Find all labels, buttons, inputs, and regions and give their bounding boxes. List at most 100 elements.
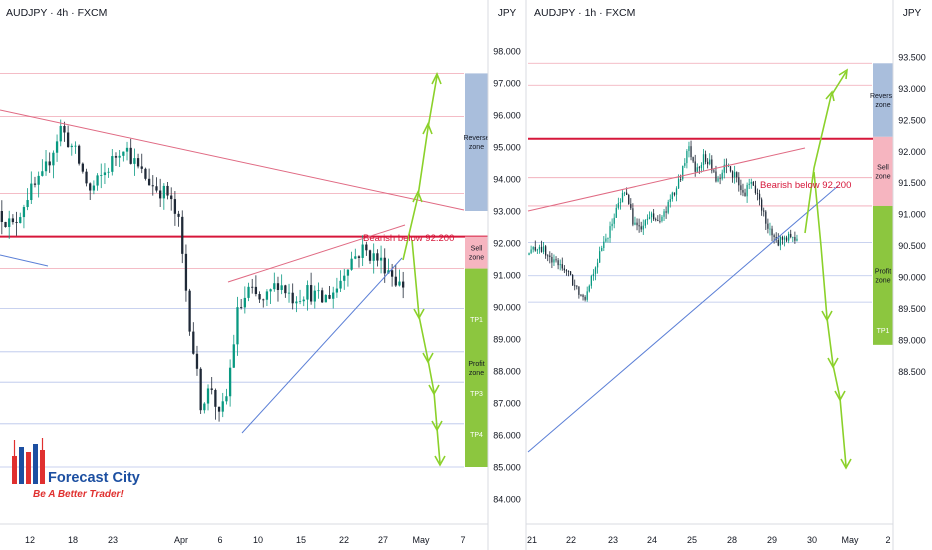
chart-title: AUDJPY · 4h · FXCM bbox=[6, 7, 107, 19]
candle bbox=[317, 282, 320, 299]
candle bbox=[129, 138, 132, 165]
y-tick-label: 86.000 bbox=[493, 431, 521, 441]
candle bbox=[295, 296, 298, 313]
candle bbox=[580, 294, 582, 297]
candle bbox=[744, 188, 746, 197]
candle bbox=[551, 252, 553, 269]
y-tick-label: 89.000 bbox=[898, 335, 926, 345]
candle bbox=[74, 141, 77, 154]
candle bbox=[368, 249, 372, 264]
arrowheads bbox=[412, 72, 446, 467]
candle bbox=[258, 291, 261, 304]
candle bbox=[107, 167, 110, 178]
candle bbox=[736, 171, 738, 183]
candle bbox=[240, 298, 243, 310]
candle bbox=[711, 155, 713, 174]
time-axis-1h[interactable]: 21 22 23 24 25 28 29 30 May 2 bbox=[526, 523, 893, 545]
x-tick-label: 27 bbox=[378, 535, 388, 545]
candle bbox=[26, 188, 29, 211]
zone-label: zone bbox=[469, 255, 484, 262]
price-axis-1h[interactable]: JPY 93.500 93.000 92.500 92.000 91.500 91.000… bbox=[892, 0, 932, 550]
bearish-annotation: Bearish below 92.200 bbox=[760, 180, 851, 191]
candle bbox=[561, 257, 563, 271]
logo-tagline: Be A Better Trader! bbox=[33, 489, 124, 500]
x-tick-label: 2 bbox=[885, 535, 890, 545]
candle bbox=[754, 180, 757, 195]
zone-profit-zone bbox=[465, 268, 488, 467]
candle bbox=[650, 211, 653, 223]
x-tick-label: 28 bbox=[727, 535, 737, 545]
tp-label: TP4 bbox=[470, 432, 483, 439]
candle bbox=[790, 229, 792, 239]
candle bbox=[52, 150, 55, 179]
candle bbox=[265, 289, 269, 306]
candle bbox=[361, 235, 364, 267]
candle bbox=[667, 199, 669, 215]
candle bbox=[617, 197, 619, 210]
candle bbox=[771, 225, 773, 242]
candle bbox=[584, 295, 586, 302]
candle bbox=[173, 191, 177, 226]
candle bbox=[765, 210, 767, 230]
x-tick-label: 22 bbox=[566, 535, 576, 545]
candle bbox=[644, 219, 646, 229]
y-tick-label: 90.000 bbox=[898, 272, 926, 282]
candle bbox=[206, 384, 210, 411]
candle bbox=[228, 359, 232, 407]
candle bbox=[611, 218, 613, 231]
chart-4h-panel[interactable]: Reverse zone Sell zone Profit zone TP1 TP3 TP4 B… bbox=[0, 7, 490, 468]
candle bbox=[769, 222, 771, 236]
y-tick-label: 89.000 bbox=[493, 335, 521, 345]
candle bbox=[619, 198, 622, 210]
candle bbox=[613, 213, 615, 229]
candle bbox=[669, 194, 671, 208]
candle bbox=[118, 150, 121, 168]
rising-wedge-top bbox=[227, 224, 406, 283]
candle bbox=[734, 165, 736, 184]
candle bbox=[588, 284, 590, 293]
candle bbox=[122, 151, 125, 162]
candle bbox=[565, 268, 568, 276]
candle bbox=[704, 150, 707, 165]
candle bbox=[22, 204, 26, 229]
candle bbox=[530, 245, 532, 255]
candle bbox=[372, 243, 375, 274]
x-tick-label: 22 bbox=[339, 535, 349, 545]
price-axis-4h[interactable]: JPY 98.000 97.000 96.000 95.000 94.000 93.000… bbox=[487, 0, 526, 550]
time-axis-4h[interactable]: 12 18 23 Apr 6 10 15 22 27 May 7 bbox=[0, 523, 488, 545]
candle bbox=[596, 258, 599, 274]
logo-bars-icon bbox=[12, 438, 45, 484]
candle bbox=[709, 153, 711, 166]
y-tick-label: 92.000 bbox=[493, 239, 521, 249]
trade-zones bbox=[465, 73, 488, 467]
price-levels bbox=[0, 73, 488, 468]
candle bbox=[582, 293, 584, 301]
candle bbox=[136, 153, 140, 169]
tp-label: TP1 bbox=[877, 328, 890, 335]
rising-wedge-top bbox=[527, 147, 806, 212]
candle bbox=[324, 294, 327, 303]
candle bbox=[100, 163, 103, 189]
y-tick-label: 90.500 bbox=[898, 241, 926, 251]
candle bbox=[390, 263, 394, 287]
candle bbox=[232, 334, 235, 369]
zone-label: zone bbox=[875, 277, 890, 284]
bullish-forecast-path bbox=[804, 71, 847, 234]
y-tick-label: 92.500 bbox=[898, 115, 926, 125]
chart-1h-panel[interactable]: Reverse zone Sell zone Profit zone TP1 TP3 Bear… bbox=[525, 0, 896, 550]
candle bbox=[592, 269, 595, 281]
candle bbox=[251, 278, 254, 294]
y-tick-label: 94.000 bbox=[493, 175, 521, 185]
candle bbox=[398, 269, 401, 287]
candle bbox=[717, 175, 719, 183]
candle bbox=[707, 158, 709, 169]
candle bbox=[569, 270, 572, 276]
candle bbox=[761, 197, 763, 216]
candle bbox=[536, 248, 538, 254]
candle bbox=[538, 244, 541, 254]
zone-label: Profit bbox=[468, 361, 484, 368]
candle bbox=[638, 218, 640, 233]
zone-reverse-zone bbox=[873, 63, 893, 137]
y-tick-label: 89.500 bbox=[898, 304, 926, 314]
